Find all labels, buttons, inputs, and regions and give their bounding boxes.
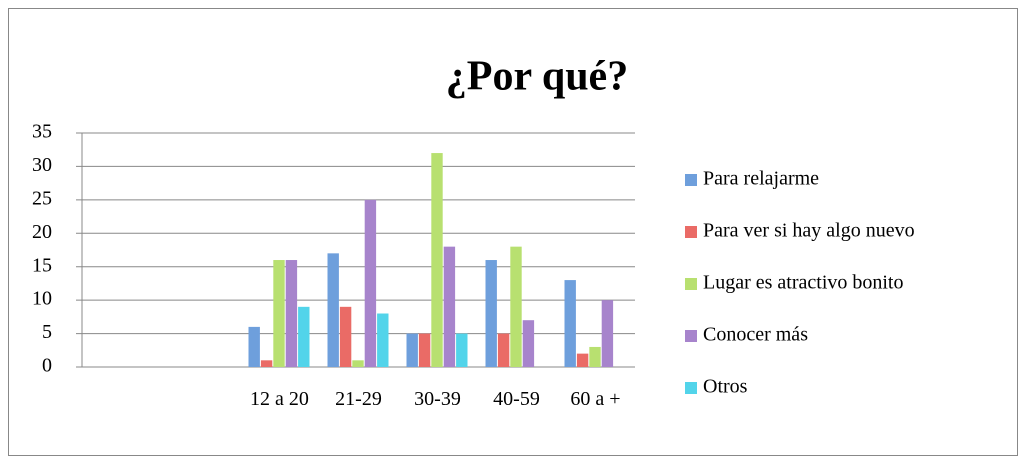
- bar: [406, 333, 418, 367]
- legend-label: Conocer más: [703, 324, 808, 346]
- legend-label: Para relajarme: [703, 168, 819, 190]
- bar: [589, 346, 601, 367]
- bar: [327, 253, 339, 367]
- x-tick-label: 30-39: [414, 388, 461, 410]
- x-tick-label: 21-29: [335, 388, 382, 410]
- bar: [418, 333, 431, 367]
- y-tick-label: 35: [32, 121, 52, 143]
- bar: [485, 260, 497, 367]
- legend-label: Para ver si hay algo nuevo: [703, 220, 915, 242]
- bar: [298, 306, 310, 367]
- chart-border: [8, 8, 1018, 456]
- bar: [443, 246, 456, 367]
- bar: [285, 260, 298, 367]
- y-tick-label: 10: [32, 288, 52, 310]
- x-tick-label: 12 a 20: [250, 388, 309, 410]
- x-tick-label: 40-59: [493, 388, 540, 410]
- bar: [522, 320, 535, 367]
- legend-swatch: [685, 278, 697, 290]
- x-tick-label: 60 a +: [570, 388, 621, 410]
- y-tick-label: 20: [32, 221, 52, 243]
- bar: [248, 326, 260, 367]
- legend-swatch: [685, 382, 697, 394]
- bar: [576, 353, 589, 367]
- y-tick-label: 30: [32, 154, 52, 176]
- bar: [364, 199, 377, 367]
- legend-swatch: [685, 330, 697, 342]
- y-tick-label: 0: [42, 355, 52, 377]
- y-tick-label: 15: [32, 254, 52, 276]
- legend-swatch: [685, 174, 697, 186]
- bar: [431, 153, 443, 367]
- bar: [260, 360, 273, 367]
- legend-label: Otros: [703, 376, 748, 398]
- legend-swatch: [685, 226, 697, 238]
- bar: [456, 333, 468, 367]
- chart-title: ¿Por qué?: [446, 54, 628, 100]
- y-tick-label: 5: [42, 321, 52, 343]
- bar: [510, 246, 522, 367]
- legend-label: Lugar es atractivo bonito: [703, 272, 904, 294]
- bar: [352, 360, 364, 367]
- bar: [601, 300, 614, 367]
- y-tick-label: 25: [32, 187, 52, 209]
- bar: [564, 280, 576, 367]
- bar: [273, 260, 285, 367]
- bar: [377, 313, 389, 367]
- bar: [339, 306, 352, 367]
- bar: [497, 333, 510, 367]
